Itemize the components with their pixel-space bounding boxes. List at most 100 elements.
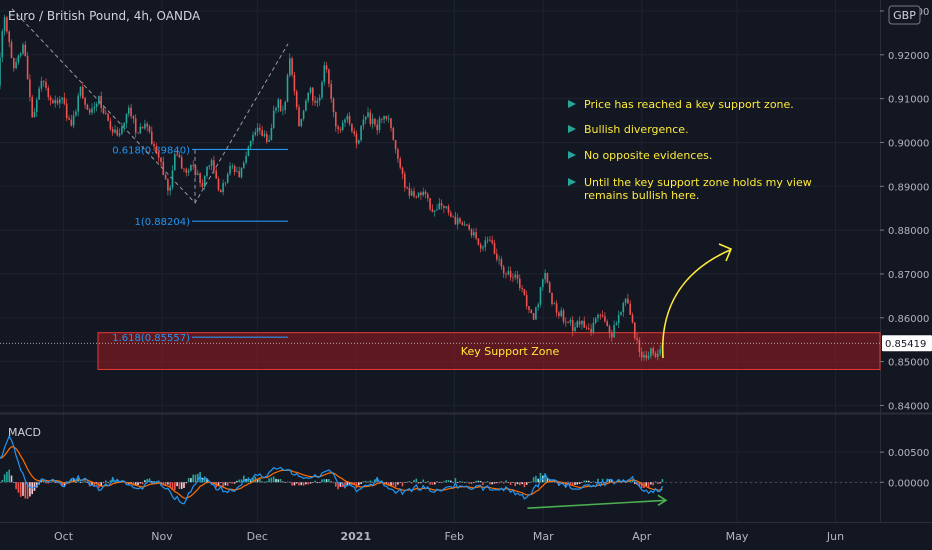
macd-histogram-bar <box>22 482 24 496</box>
candle-body <box>316 100 319 103</box>
macd-histogram-bar <box>574 482 576 485</box>
macd-histogram-bar <box>523 482 526 488</box>
macd-histogram-bar <box>84 480 86 483</box>
macd-histogram-bar <box>40 480 43 483</box>
candle-body <box>284 101 286 110</box>
macd-histogram-bar <box>638 482 641 487</box>
macd-histogram-bar <box>197 473 199 483</box>
candle-body <box>56 100 59 104</box>
candle-body <box>8 31 10 43</box>
fib-level-label: 0.618(0.89840) <box>112 145 190 156</box>
macd-histogram-bar <box>473 482 475 483</box>
candle-body <box>332 98 335 113</box>
fibonacci-extension: 0.618(0.89840) 1(0.88204) 1.618(0.85557) <box>11 8 289 344</box>
annotation-item: No opposite evidences. <box>568 149 712 162</box>
candle-body <box>371 118 374 124</box>
candle-body <box>36 99 38 112</box>
candle-body <box>153 144 155 147</box>
macd-histogram-bar <box>406 481 408 483</box>
candle-body <box>164 174 167 180</box>
candle-body <box>452 216 454 218</box>
candle-body <box>362 119 365 126</box>
macd-histogram-bar <box>346 482 349 486</box>
macd-signal-line <box>0 446 663 500</box>
macd-histogram-bar <box>647 482 650 488</box>
macd-histogram-bar <box>335 482 337 487</box>
macd-histogram-bar <box>231 482 234 484</box>
candle-body <box>63 97 66 104</box>
annotation-item: Price has reached a key support zone. <box>568 98 794 111</box>
candle-body <box>519 278 521 288</box>
candle-body <box>187 170 190 173</box>
candle-body <box>203 176 206 187</box>
candle-body <box>440 203 443 206</box>
currency-button[interactable]: GBP <box>888 5 921 25</box>
candle-body <box>261 130 263 136</box>
time-tick-label: Nov <box>151 530 173 543</box>
candle-body <box>77 95 79 112</box>
candle-body <box>134 118 137 133</box>
candle-body <box>367 112 369 117</box>
candle-body <box>514 274 516 278</box>
candle-body <box>636 337 638 341</box>
macd-histogram-bar <box>376 476 378 483</box>
macd-histogram-bar <box>47 482 50 484</box>
macd-histogram-bar <box>583 480 585 483</box>
macd-histogram-bar <box>141 482 144 485</box>
price-axis[interactable]: 0.930000.920000.910000.900000.890000.880… <box>880 7 932 489</box>
candle-body <box>629 303 631 315</box>
macd-histogram-bar <box>509 482 512 485</box>
macd-histogram-bar <box>358 482 360 486</box>
macd-histogram-bar <box>401 482 404 487</box>
macd-histogram-bar <box>521 482 523 485</box>
macd-histogram-bar <box>486 481 489 483</box>
candle-body <box>539 287 542 305</box>
candle-body <box>424 191 427 195</box>
candle-body <box>454 216 457 225</box>
candle-body <box>558 312 560 317</box>
candle-body <box>240 167 243 178</box>
candle-body <box>157 153 160 158</box>
macd-histogram-bar <box>369 480 372 483</box>
candle-body <box>337 126 339 130</box>
macd-histogram-bar <box>332 482 335 484</box>
support-zone-box <box>97 332 881 370</box>
macd-histogram-bar <box>91 482 93 486</box>
candle-body <box>270 128 273 141</box>
macd-histogram-bar <box>397 482 399 485</box>
candle-body <box>548 282 551 293</box>
time-axis[interactable]: Oct Nov Dec 2021 Feb Mar Apr May Jun <box>54 530 844 543</box>
candle-body <box>532 313 535 320</box>
candle-body <box>82 86 84 98</box>
macd-histogram-bar <box>176 482 178 487</box>
macd-histogram-bar <box>657 482 659 484</box>
macd-histogram-bar <box>374 479 376 483</box>
candle-body <box>199 173 201 183</box>
candle-body <box>438 203 441 210</box>
candle-body <box>585 327 588 329</box>
macd-histogram-bar <box>553 481 556 483</box>
candle-body <box>137 132 139 134</box>
annotation-item: Until the key support zone holds my view… <box>568 176 812 202</box>
macd-histogram-bar <box>10 475 13 483</box>
currency-button-label: GBP <box>893 9 916 22</box>
candle-body <box>52 100 54 104</box>
candle-body <box>353 131 355 134</box>
macd-histogram-bar <box>500 481 503 483</box>
macd-histogram-bar <box>461 481 464 483</box>
macd-histogram-bar <box>268 478 270 483</box>
macd-histogram-bar <box>360 482 362 484</box>
candle-body <box>427 194 429 199</box>
annotation-text: Until the key support zone holds my view <box>584 176 812 189</box>
macd-histogram-bar <box>436 481 438 483</box>
macd-histogram-bar <box>63 482 66 486</box>
macd-histogram-bar <box>431 482 434 485</box>
macd-histogram-bar <box>272 476 275 483</box>
macd-histogram-bar <box>597 478 599 483</box>
macd-histogram-bar <box>6 471 8 483</box>
candle-body <box>546 272 549 283</box>
current-price-label: 0.85419 <box>885 339 926 350</box>
macd-histogram-bar <box>496 482 498 484</box>
candle-body <box>542 279 544 288</box>
